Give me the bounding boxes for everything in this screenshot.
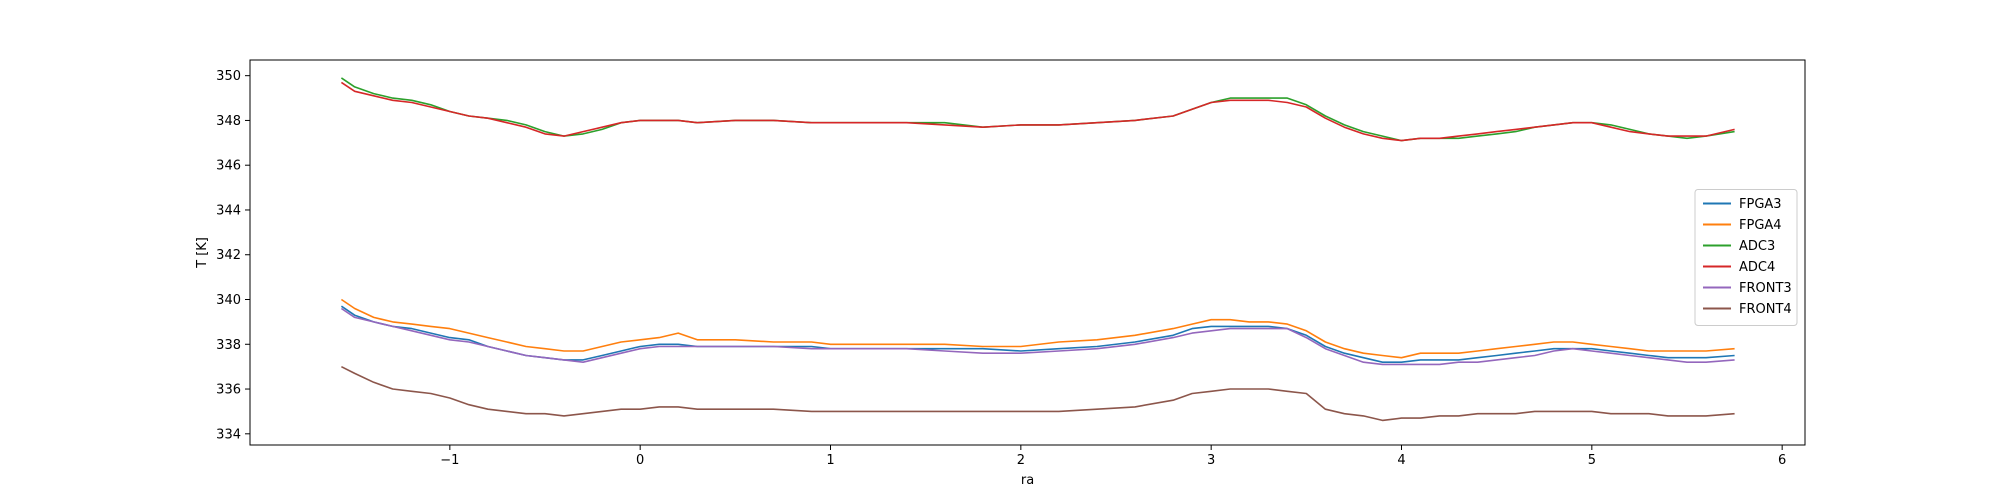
x-tick-label: 0	[636, 453, 644, 468]
x-axis-label: ra	[1021, 473, 1034, 488]
axes-frame	[249, 59, 1806, 446]
legend-label: FRONT4	[1739, 302, 1792, 317]
x-tick-label: 2	[1017, 453, 1025, 468]
legend-label: ADC3	[1739, 239, 1775, 254]
series-line-fpga4	[340, 298, 1735, 359]
series-layer	[340, 77, 1735, 422]
x-tick-label: 3	[1207, 453, 1215, 468]
x-tick-label: 4	[1397, 453, 1405, 468]
x-tick-label: 1	[826, 453, 834, 468]
legend: FPGA3 FPGA4 ADC3 ADC4 FRONT3 FRONT4	[1694, 189, 1798, 326]
x-axis: −1 0 1 2 3 4 5 6	[440, 445, 1786, 468]
series-line-fpga3	[340, 305, 1735, 364]
y-axis-label: T [K]	[195, 237, 210, 269]
x-tick-label: −1	[440, 453, 459, 468]
legend-label: ADC4	[1739, 260, 1775, 275]
y-axis: 334 336 338 340 342 344 346 348 350	[216, 69, 250, 442]
series-line-front3	[340, 307, 1735, 366]
y-tick-label: 350	[216, 69, 241, 84]
y-tick-label: 342	[216, 248, 241, 263]
y-tick-label: 336	[216, 383, 241, 398]
y-tick-label: 340	[216, 293, 241, 308]
legend-label: FPGA3	[1739, 197, 1782, 212]
y-tick-label: 344	[216, 203, 241, 218]
legend-label: FRONT3	[1739, 281, 1792, 296]
plot-area	[249, 59, 1806, 446]
y-tick-label: 334	[216, 427, 241, 442]
y-tick-label: 346	[216, 159, 241, 174]
y-tick-label: 348	[216, 114, 241, 129]
series-line-adc3	[340, 77, 1735, 142]
legend-label: FPGA4	[1739, 218, 1782, 233]
x-tick-label: 6	[1778, 453, 1786, 468]
x-tick-label: 5	[1588, 453, 1596, 468]
series-line-adc4	[340, 81, 1735, 142]
y-tick-label: 338	[216, 338, 241, 353]
series-line-front4	[341, 365, 1735, 422]
